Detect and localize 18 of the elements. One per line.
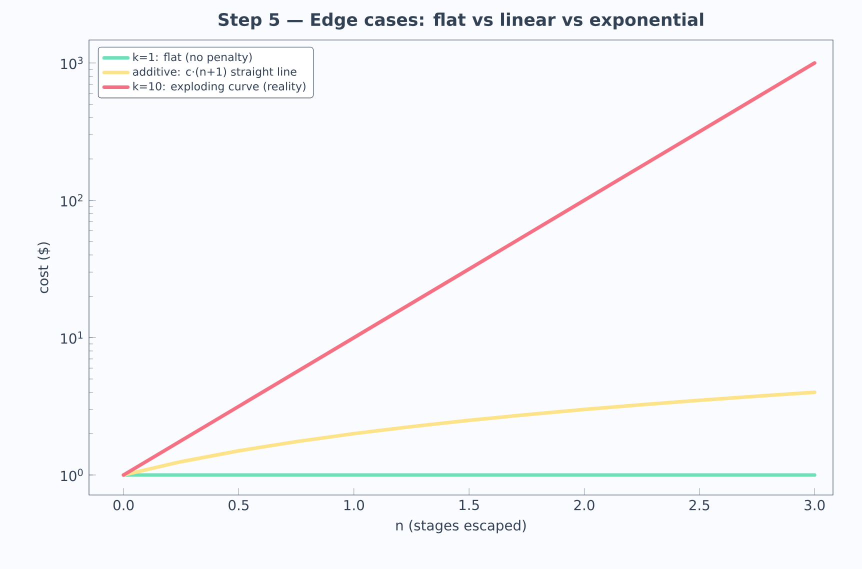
- legend-label: k=1: flat (no penalty): [133, 52, 252, 64]
- x-tick-label: 3.0: [804, 500, 825, 510]
- x-tick-label: 1.0: [344, 500, 364, 510]
- legend-label: additive: c·(n+1) straight line: [133, 67, 296, 78]
- y-tick-label: 10$^{3}$: [61, 56, 83, 70]
- x-tick-label: 0.0: [113, 500, 134, 510]
- legend-label: k=10: exploding curve (reality): [133, 82, 306, 93]
- x-tick-label: 2.5: [689, 500, 710, 510]
- x-tick-label: 1.5: [460, 500, 479, 510]
- y-tick-label: 10$^{1}$: [61, 332, 83, 344]
- x-axis-title: n (stages escaped): [396, 520, 526, 534]
- y-tick-label: 10$^{2}$: [61, 194, 82, 207]
- line-series: [122, 390, 816, 477]
- y-axis-title: cost ($): [38, 242, 50, 294]
- x-tick-label: 0.5: [228, 500, 249, 510]
- x-tick-label: 2.0: [574, 500, 594, 510]
- chart-title: Step 5 — Edge cases: flat vs linear vs exponential: [218, 12, 704, 30]
- y-tick-label: 10$^{0}$: [61, 468, 83, 482]
